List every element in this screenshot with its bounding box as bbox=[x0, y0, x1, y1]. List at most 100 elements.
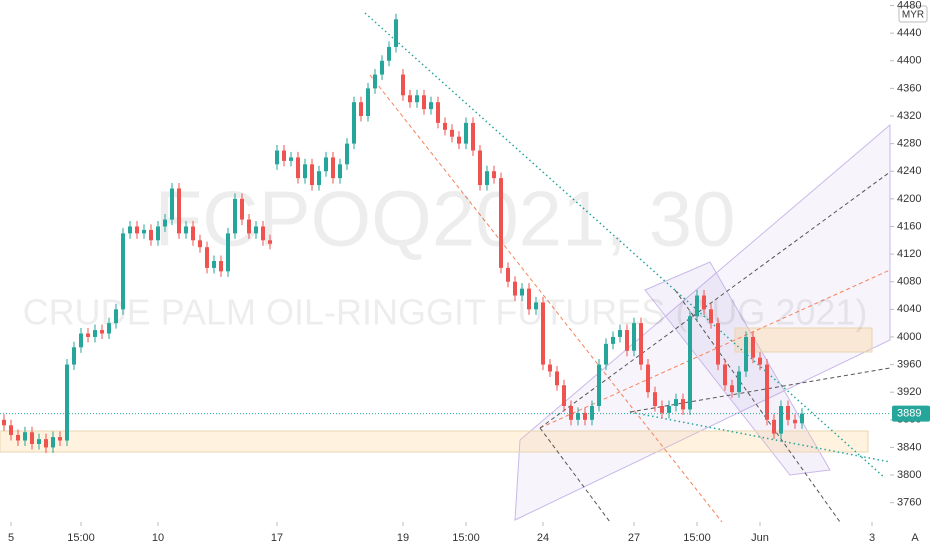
candle-body bbox=[723, 364, 727, 386]
fork-line bbox=[369, 74, 723, 523]
candle-body bbox=[303, 164, 307, 179]
candle-body bbox=[240, 198, 244, 220]
candle-body bbox=[534, 302, 538, 310]
x-tick-label: 15:00 bbox=[67, 532, 95, 544]
candle-body bbox=[450, 129, 454, 137]
candle-body bbox=[457, 136, 461, 144]
y-tick-label: 3800 bbox=[897, 469, 921, 481]
candle-body bbox=[772, 419, 776, 434]
candle-body bbox=[324, 157, 328, 172]
fork-line bbox=[539, 427, 611, 523]
candle-body bbox=[681, 399, 685, 410]
currency-box bbox=[898, 5, 928, 23]
candle-body bbox=[688, 316, 692, 410]
candle-body bbox=[625, 330, 629, 351]
candle-body bbox=[611, 336, 615, 344]
watermark-title: FCPOQ2021, 30 bbox=[155, 175, 736, 263]
candle-body bbox=[359, 102, 363, 116]
candle-body bbox=[604, 343, 608, 365]
candle-body bbox=[226, 233, 230, 272]
candle-body bbox=[135, 226, 139, 234]
candle-body bbox=[695, 295, 699, 317]
y-tick-label: 4320 bbox=[897, 110, 921, 122]
y-tick-label: 4480 bbox=[897, 0, 921, 11]
candle-body bbox=[562, 385, 566, 406]
candle-body bbox=[527, 288, 531, 310]
candle-body bbox=[751, 336, 755, 358]
y-tick-label: 4200 bbox=[897, 193, 921, 205]
candle-body bbox=[177, 188, 181, 234]
x-tick-label: 15:00 bbox=[452, 532, 480, 544]
x-tick-label: 27 bbox=[628, 532, 640, 544]
x-tick-label: 17 bbox=[271, 532, 283, 544]
y-tick-label: 4440 bbox=[897, 27, 921, 39]
candle-body bbox=[387, 46, 391, 61]
candle-body bbox=[667, 406, 671, 413]
y-tick-label: 3960 bbox=[897, 358, 921, 370]
scale-mode[interactable]: A bbox=[911, 532, 919, 544]
candle-body bbox=[478, 150, 482, 186]
candle-body bbox=[289, 157, 293, 161]
candle-body bbox=[716, 323, 720, 365]
trendline bbox=[364, 12, 886, 479]
candle-body bbox=[296, 157, 300, 179]
candle-body bbox=[709, 309, 713, 324]
candle-body bbox=[2, 419, 6, 426]
zone bbox=[0, 430, 869, 453]
fork-line bbox=[674, 289, 841, 523]
candle-body bbox=[191, 226, 195, 241]
candle-body bbox=[569, 406, 573, 420]
candle-body bbox=[660, 406, 664, 413]
candle-body bbox=[422, 95, 426, 110]
candle-body bbox=[513, 281, 517, 296]
candle-body bbox=[261, 226, 265, 241]
candle-body bbox=[212, 261, 216, 268]
candle-body bbox=[205, 247, 209, 268]
candle-body bbox=[275, 150, 279, 165]
y-tick-label: 3840 bbox=[897, 441, 921, 453]
candle-body bbox=[44, 439, 48, 448]
last-price-box bbox=[892, 405, 930, 422]
candle-body bbox=[415, 95, 419, 103]
candle-body bbox=[114, 309, 118, 324]
candle-body bbox=[373, 74, 377, 89]
candle-body bbox=[401, 74, 405, 96]
candle-body bbox=[149, 229, 153, 241]
candle-body bbox=[576, 412, 580, 420]
candle-body bbox=[247, 219, 251, 234]
candle-body bbox=[345, 143, 349, 165]
candle-body bbox=[128, 226, 132, 234]
candle-body bbox=[121, 233, 125, 310]
candle-body bbox=[170, 188, 174, 220]
y-tick-label: 4360 bbox=[897, 82, 921, 94]
candle-body bbox=[30, 432, 34, 444]
candle-body bbox=[744, 336, 748, 372]
candle-body bbox=[9, 425, 13, 435]
candle-body bbox=[23, 432, 27, 441]
candle-body bbox=[730, 385, 734, 393]
candle-body bbox=[464, 122, 468, 144]
candle-body bbox=[310, 164, 314, 186]
candle-body bbox=[499, 178, 503, 268]
candle-body bbox=[268, 240, 272, 244]
candle-body bbox=[597, 364, 601, 406]
y-tick-label: 4400 bbox=[897, 55, 921, 67]
candle-body bbox=[471, 122, 475, 151]
y-tick-label: 3920 bbox=[897, 386, 921, 398]
candle-body bbox=[618, 330, 622, 337]
candle-body bbox=[429, 102, 433, 110]
watermark-subtitle: CRUDE PALM OIL-RINGGIT FUTURES (AUG 2021… bbox=[23, 292, 868, 333]
candle-body bbox=[653, 392, 657, 406]
candle-body bbox=[541, 302, 545, 365]
candle-body bbox=[282, 150, 286, 161]
last-price-label: 3889 bbox=[897, 408, 921, 420]
trendline bbox=[629, 411, 891, 463]
candle-body bbox=[366, 88, 370, 116]
candle-body bbox=[737, 371, 741, 393]
y-tick-label: 4040 bbox=[897, 303, 921, 315]
candle-body bbox=[758, 357, 762, 365]
candle-body bbox=[338, 164, 342, 179]
drawings bbox=[0, 12, 891, 523]
channel bbox=[514, 123, 891, 521]
